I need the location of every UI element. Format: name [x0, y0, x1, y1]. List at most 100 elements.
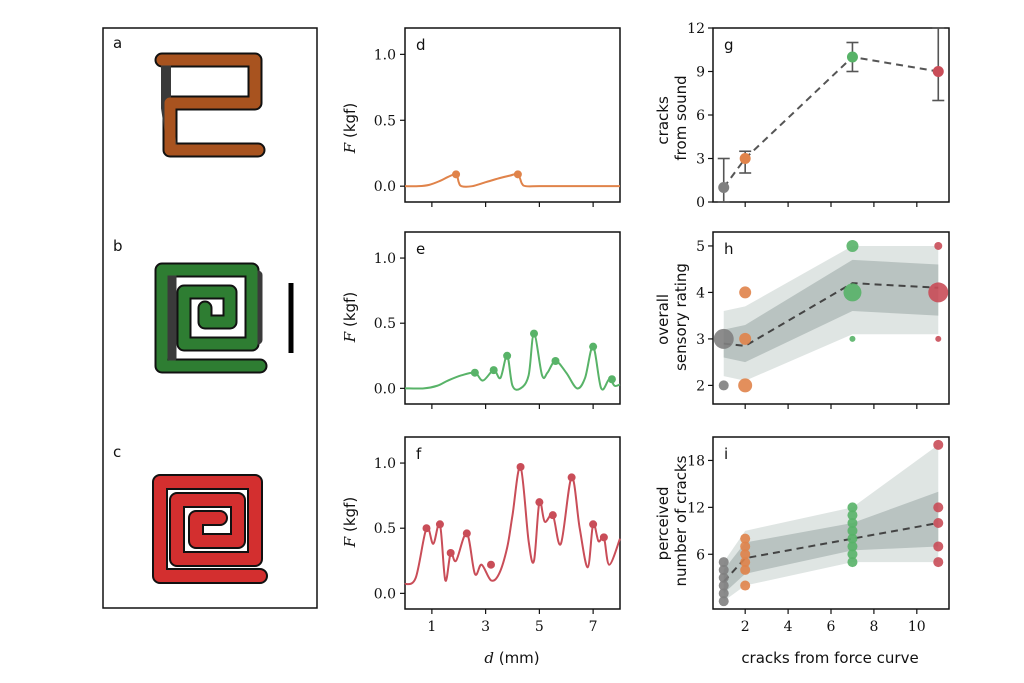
data-point-i — [740, 533, 751, 544]
peak-marker-f — [462, 529, 471, 538]
data-point-g — [718, 182, 730, 193]
trend-line-g — [722, 55, 939, 189]
panel-label-h: h — [724, 240, 734, 258]
panel-label-f: f — [416, 445, 422, 463]
band-inner-h — [723, 259, 939, 363]
peak-marker-f — [487, 560, 495, 569]
ytick-label-g: 0 — [696, 195, 705, 211]
ytick-label-g: 12 — [687, 21, 705, 37]
ytick-label-d: 1.0 — [374, 47, 396, 63]
peak-marker-d — [452, 170, 461, 179]
panel-h: h 2 3 4 5 — [696, 231, 950, 409]
data-point-i — [933, 439, 944, 450]
peak-marker-f — [567, 473, 576, 482]
shape-b-spiral — [154, 262, 294, 374]
panel-g: g 0 3 6 9 12 — [687, 21, 950, 211]
xtick-label-f: 7 — [589, 619, 598, 635]
band-inner-i — [723, 491, 939, 594]
data-point-i — [740, 557, 751, 568]
data-point-i — [847, 533, 858, 544]
panel-label-g: g — [724, 36, 734, 54]
axes-frame-g — [712, 27, 950, 203]
ytick-label-e: 0.0 — [374, 381, 396, 397]
xtick-label-i: 2 — [741, 619, 750, 635]
ytick-label-i: 6 — [696, 547, 705, 563]
peak-marker-f — [548, 511, 557, 520]
axes-frame-e — [404, 231, 621, 405]
xlabel-f: d (mm) — [484, 649, 539, 667]
ytick-label-d: 0.5 — [374, 113, 396, 129]
data-point-i — [933, 502, 944, 513]
force-curve-f — [404, 465, 621, 586]
ytick-label-f: 1.0 — [374, 456, 396, 472]
shape-panel-frame — [102, 27, 318, 609]
xtick-label-i: 10 — [908, 619, 926, 635]
data-point-h — [934, 241, 943, 250]
data-point-i — [740, 541, 751, 552]
ytick-label-e: 1.0 — [374, 251, 396, 267]
peak-marker-d — [513, 170, 522, 179]
ytick-label-g: 9 — [696, 65, 705, 81]
peak-marker-e — [607, 375, 616, 384]
data-point-g — [846, 51, 858, 63]
axes-frame-f — [404, 436, 621, 610]
panel-label-i: i — [724, 445, 728, 463]
data-point-h — [739, 332, 752, 345]
data-point-i — [718, 564, 729, 575]
peak-marker-f — [435, 520, 444, 529]
data-point-i — [847, 502, 858, 513]
data-point-i — [933, 557, 944, 568]
ytick-label-h: 3 — [696, 332, 705, 348]
data-point-i — [847, 557, 858, 568]
data-point-i — [847, 518, 858, 528]
ylabel-h: overall sensory rating — [654, 263, 690, 371]
peak-marker-f — [589, 520, 598, 529]
data-point-i — [740, 549, 751, 560]
xtick-label-i: 4 — [784, 619, 793, 635]
peak-marker-f — [516, 462, 525, 471]
peak-marker-e — [530, 329, 538, 338]
data-point-h — [739, 286, 752, 299]
xtick-label-f: 5 — [535, 619, 544, 635]
peak-marker-e — [503, 351, 512, 360]
ytick-label-f: 0.5 — [374, 521, 396, 537]
data-point-i — [740, 564, 751, 575]
xlabel-i: cracks from force curve — [741, 649, 918, 667]
ytick-label-f: 0.0 — [374, 586, 396, 602]
data-point-i — [847, 549, 858, 560]
data-point-h — [846, 239, 859, 252]
ylabel-g: cracks from sound — [654, 75, 690, 160]
data-point-h — [738, 378, 753, 393]
panel-f: f 0.0 0.5 1.0 1 3 5 7 — [374, 436, 621, 635]
force-curve-e — [404, 332, 621, 391]
data-point-i — [847, 541, 858, 552]
ytick-label-i: 18 — [687, 453, 705, 469]
ylabel-i: perceived number of cracks — [654, 455, 690, 586]
ytick-label-h: 5 — [696, 239, 705, 255]
peak-marker-e — [489, 366, 498, 375]
data-point-i — [933, 541, 944, 552]
force-curve-d — [404, 172, 620, 188]
trend-line-i — [722, 522, 939, 583]
peak-marker-e — [589, 342, 598, 351]
data-point-h — [713, 328, 734, 349]
ytick-label-d: 0.0 — [374, 179, 396, 195]
data-point-g — [932, 66, 944, 77]
data-point-h — [928, 282, 949, 303]
panel-label-a: a — [113, 34, 122, 52]
data-point-i — [933, 518, 944, 528]
ytick-label-e: 0.5 — [374, 316, 396, 332]
xtick-label-i: 8 — [869, 619, 878, 635]
panel-label-d: d — [416, 36, 426, 54]
panel-label-e: e — [416, 240, 425, 258]
data-point-i — [718, 580, 729, 591]
data-point-i — [718, 572, 729, 583]
peak-marker-f — [535, 498, 544, 507]
ytick-label-h: 4 — [696, 285, 705, 301]
data-point-h — [935, 335, 942, 342]
xtick-label-f: 1 — [427, 619, 436, 635]
panel-d: d 0.0 0.5 1.0 — [374, 27, 621, 207]
data-point-g — [739, 153, 751, 164]
panel-e: e 0.0 0.5 1.0 — [374, 231, 621, 409]
data-point-h — [849, 335, 856, 342]
